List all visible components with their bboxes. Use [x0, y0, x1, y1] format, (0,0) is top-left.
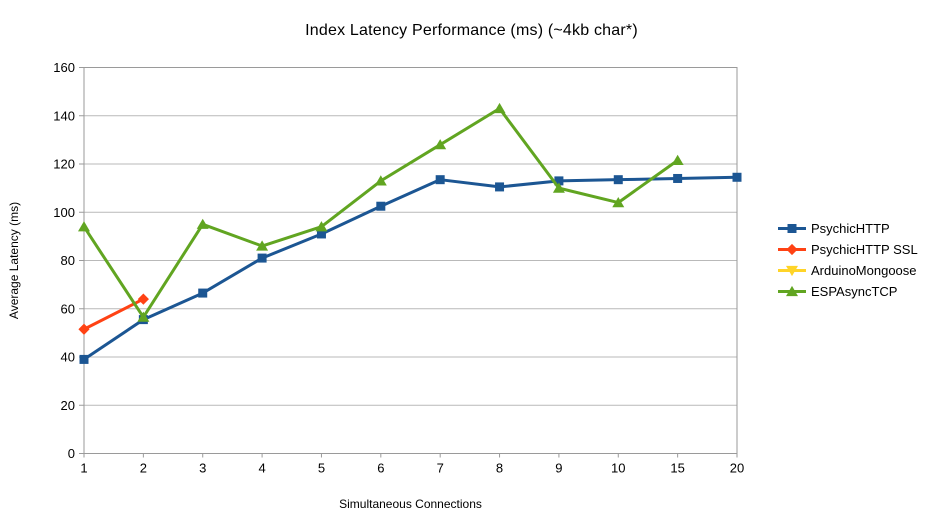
- y-tick-label: 140: [53, 108, 75, 123]
- y-tick-label: 80: [61, 253, 75, 268]
- x-tick-label: 9: [555, 461, 562, 476]
- y-tick-label: 0: [68, 446, 75, 461]
- data-point-marker-espasynctcp: [552, 182, 565, 193]
- x-tick-label: 8: [496, 461, 503, 476]
- data-point-marker-psychichttp: [673, 173, 683, 183]
- data-point-marker-espasynctcp: [256, 240, 269, 251]
- legend-marker-icon: [778, 223, 806, 233]
- data-point-marker-psychichttp: [376, 201, 386, 211]
- legend-label: ArduinoMongoose: [811, 262, 917, 278]
- data-point-marker-espasynctcp: [612, 197, 625, 208]
- x-tick-label: 15: [670, 461, 684, 476]
- data-point-marker-espasynctcp: [315, 221, 328, 232]
- chart-title: Index Latency Performance (ms) (~4kb cha…: [305, 22, 638, 39]
- data-point-marker-espasynctcp: [434, 139, 447, 150]
- x-tick-label: 4: [258, 461, 265, 476]
- series-espasynctcp: [78, 102, 684, 322]
- data-point-marker-psychichttp: [613, 175, 623, 185]
- x-tick-label: 7: [437, 461, 444, 476]
- x-tick-label: 1: [80, 461, 87, 476]
- data-point-marker-psychichttp: [316, 229, 326, 239]
- series-line-psychichttp: [83, 175, 738, 361]
- legend-marker: [786, 265, 798, 276]
- data-point-marker-psychichttp: [435, 175, 445, 185]
- data-point-marker-psychichttp: [732, 172, 742, 182]
- y-tick-label: 40: [61, 350, 75, 365]
- legend-label: PsychicHTTP SSL: [811, 241, 918, 257]
- data-point-marker-psychichttp-ssl: [78, 323, 90, 335]
- legend-label: PsychicHTTP: [811, 220, 890, 236]
- y-tick-label: 100: [53, 205, 75, 220]
- x-tick-label: 10: [611, 461, 625, 476]
- y-axis: 0 20 40 60 80 100 120 140 160: [53, 60, 84, 461]
- legend-marker: [786, 243, 798, 255]
- series-line-espasynctcp: [82, 107, 679, 319]
- data-point-marker-psychichttp: [79, 354, 89, 364]
- legend-marker-icon: [778, 285, 806, 296]
- chart-legend: PsychicHTTP PsychicHTTP SSL ArduinoMongoos…: [777, 220, 918, 299]
- x-tick-label: 6: [377, 461, 384, 476]
- gridlines: [84, 67, 737, 406]
- data-point-marker-espasynctcp: [137, 311, 150, 322]
- x-tick-label: 3: [199, 461, 206, 476]
- series-psychichttp-ssl: [78, 293, 149, 335]
- y-tick-label: 120: [53, 157, 75, 172]
- data-point-marker-espasynctcp: [196, 218, 209, 229]
- y-tick-label: 160: [53, 60, 75, 75]
- y-tick-label: 60: [61, 301, 75, 316]
- x-tick-label: 20: [730, 461, 744, 476]
- legend-marker-icon: [778, 265, 806, 276]
- data-point-marker-psychichttp: [495, 182, 505, 192]
- data-point-marker-psychichttp: [198, 288, 208, 298]
- data-point-marker-espasynctcp: [671, 154, 684, 165]
- legend-item-espasynctcp: ESPAsyncTCP: [777, 283, 918, 299]
- data-point-marker-psychichttp-ssl: [137, 293, 149, 305]
- data-point-marker-espasynctcp: [374, 175, 387, 186]
- data-point-marker-psychichttp: [257, 253, 267, 263]
- legend-item-psychichttp-ssl: PsychicHTTP SSL: [777, 241, 918, 257]
- y-tick-label: 20: [61, 398, 75, 413]
- x-axis: 1 2 3 4 5 6 7 8 9 10 15 20: [80, 453, 744, 476]
- legend-marker: [787, 223, 797, 233]
- series-psychichttp: [79, 172, 742, 364]
- y-axis-title: Average Latency (ms): [7, 202, 21, 319]
- legend-marker: [786, 285, 798, 296]
- legend-item-psychichttp: PsychicHTTP: [777, 220, 918, 236]
- x-tick-label: 5: [318, 461, 325, 476]
- legend-label: ESPAsyncTCP: [811, 283, 898, 299]
- legend-marker-icon: [778, 243, 806, 255]
- x-tick-label: 2: [140, 461, 147, 476]
- data-point-marker-espasynctcp: [493, 102, 506, 114]
- legend-item-arduinomongoose: ArduinoMongoose: [777, 262, 918, 278]
- x-axis-title: Simultaneous Connections: [339, 497, 482, 511]
- data-point-marker-espasynctcp: [78, 221, 90, 232]
